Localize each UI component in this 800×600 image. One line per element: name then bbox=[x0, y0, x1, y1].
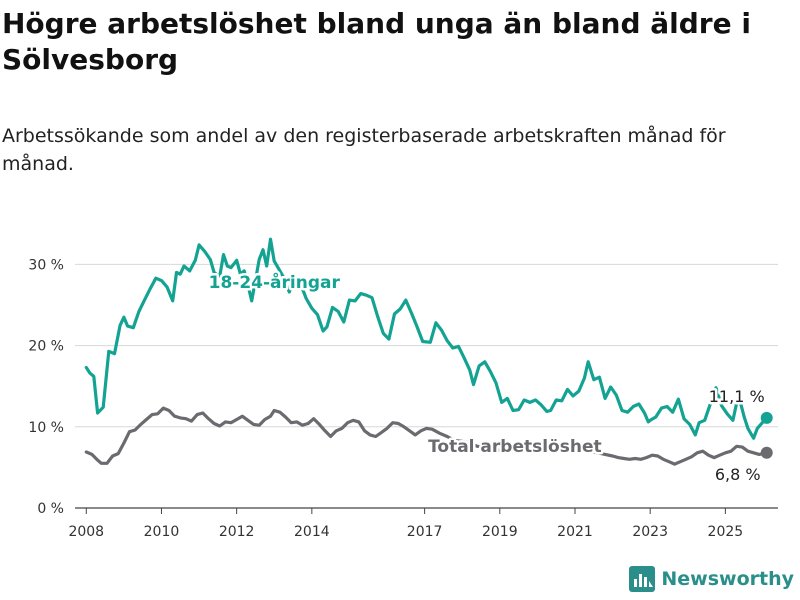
x-tick-label: 2023 bbox=[632, 524, 668, 540]
x-tick-label: 2014 bbox=[294, 524, 330, 540]
series-layer bbox=[84, 237, 773, 466]
grid-layer bbox=[75, 263, 778, 509]
x-tick-label: 2021 bbox=[557, 524, 593, 540]
x-tick-label: 2017 bbox=[407, 524, 443, 540]
chart-subtitle: Arbetssökande som andel av den registerb… bbox=[2, 125, 726, 175]
y-tick-label: 20 % bbox=[28, 339, 64, 355]
series-line-youth bbox=[84, 237, 769, 440]
y-tick-label: 0 % bbox=[37, 501, 64, 517]
x-tick-label: 2012 bbox=[219, 524, 255, 540]
label-layer: 18-24-åringar Total arbetslöshet 11,1 % 6,8… bbox=[206, 269, 767, 487]
axis-layer: 0 % 10 % 20 % 30 % 2008 2010 2012 2014 2017 2019 2… bbox=[28, 257, 743, 540]
series-line-total bbox=[84, 406, 769, 466]
newsworthy-logo-icon bbox=[629, 566, 656, 592]
x-tick-label: 2019 bbox=[482, 524, 518, 540]
chart-title: Högre arbetslöshet bland unga än bland ä… bbox=[2, 7, 751, 76]
end-value-label-total: 6,8 % bbox=[715, 465, 761, 484]
x-tick-label: 2025 bbox=[708, 524, 744, 540]
x-tick-label: 2008 bbox=[68, 524, 104, 540]
series-label-total: Total arbetslöshet bbox=[428, 437, 602, 457]
brand-name: Newsworthy bbox=[661, 568, 794, 590]
series-label-youth: 18-24-åringar bbox=[209, 271, 341, 293]
brand-logo: Newsworthy bbox=[629, 566, 794, 592]
end-point-youth bbox=[760, 411, 773, 424]
y-tick-label: 10 % bbox=[28, 420, 64, 436]
end-value-label-youth: 11,1 % bbox=[709, 387, 765, 406]
y-tick-label: 30 % bbox=[28, 257, 64, 273]
end-point-total bbox=[760, 446, 773, 459]
x-tick-label: 2010 bbox=[144, 524, 180, 540]
